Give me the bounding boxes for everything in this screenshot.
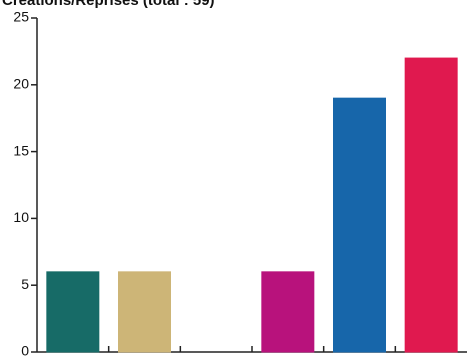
y-tick-label: 20 [13, 76, 29, 92]
y-tick-label: 10 [13, 209, 29, 225]
bar [118, 271, 171, 353]
y-tick-label: 5 [21, 276, 29, 292]
y-tick-label: 15 [13, 142, 29, 158]
bar [404, 57, 458, 353]
y-tick-label: 25 [13, 9, 29, 25]
y-tick-label: 0 [21, 343, 29, 356]
bar [261, 271, 315, 353]
chart-title: Creations/Reprises (total : 59) [2, 0, 215, 9]
bar [333, 97, 386, 353]
bar [46, 271, 100, 353]
